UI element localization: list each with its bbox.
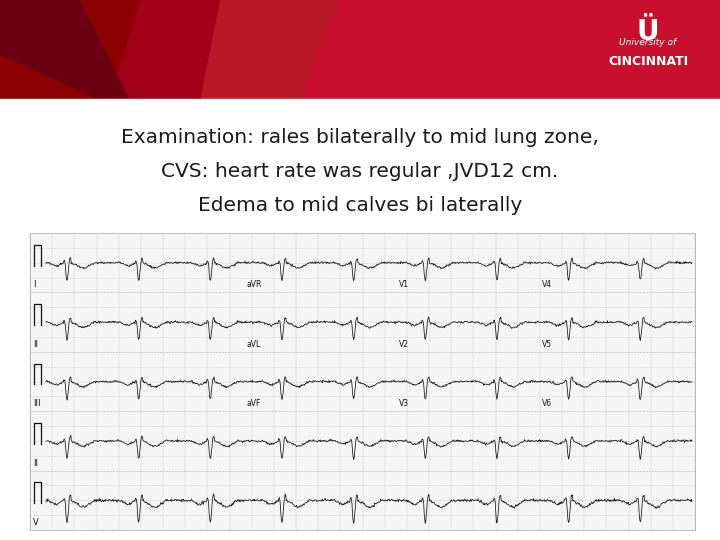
- Text: V2: V2: [399, 340, 409, 349]
- Polygon shape: [0, 0, 170, 100]
- Text: V5: V5: [542, 340, 552, 349]
- Text: Edema to mid calves bi laterally: Edema to mid calves bi laterally: [198, 196, 522, 215]
- Text: Examination: rales bilaterally to mid lung zone,: Examination: rales bilaterally to mid lu…: [121, 128, 599, 147]
- Text: aVF: aVF: [246, 399, 261, 408]
- Bar: [30, 233, 695, 530]
- Text: V: V: [33, 518, 39, 527]
- Text: V4: V4: [542, 280, 552, 289]
- Text: aVR: aVR: [246, 280, 261, 289]
- Text: V6: V6: [542, 399, 552, 408]
- Text: I: I: [33, 280, 35, 289]
- Bar: [0, 0, 720, 100]
- Text: CVS: heart rate was regular ,JVD12 cm.: CVS: heart rate was regular ,JVD12 cm.: [161, 162, 559, 181]
- Text: University of: University of: [619, 38, 677, 47]
- Polygon shape: [0, 0, 130, 100]
- Text: aVL: aVL: [246, 340, 261, 349]
- Text: V3: V3: [399, 399, 409, 408]
- Text: III: III: [33, 399, 40, 408]
- Text: CINCINNATI: CINCINNATI: [608, 55, 688, 68]
- Polygon shape: [200, 0, 340, 100]
- Polygon shape: [110, 0, 270, 100]
- Text: Ü: Ü: [636, 18, 660, 46]
- Text: II: II: [33, 340, 38, 349]
- Text: V1: V1: [399, 280, 409, 289]
- Text: II: II: [33, 458, 38, 468]
